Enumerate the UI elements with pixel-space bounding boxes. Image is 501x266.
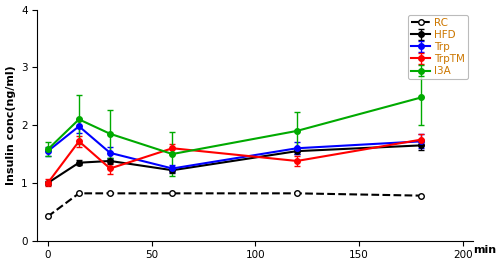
Y-axis label: Insulin conc(ng/ml): Insulin conc(ng/ml) [6, 65, 16, 185]
Legend: RC, HFD, Trp, TrpTM, I3A: RC, HFD, Trp, TrpTM, I3A [407, 15, 467, 79]
Text: min: min [472, 245, 495, 255]
